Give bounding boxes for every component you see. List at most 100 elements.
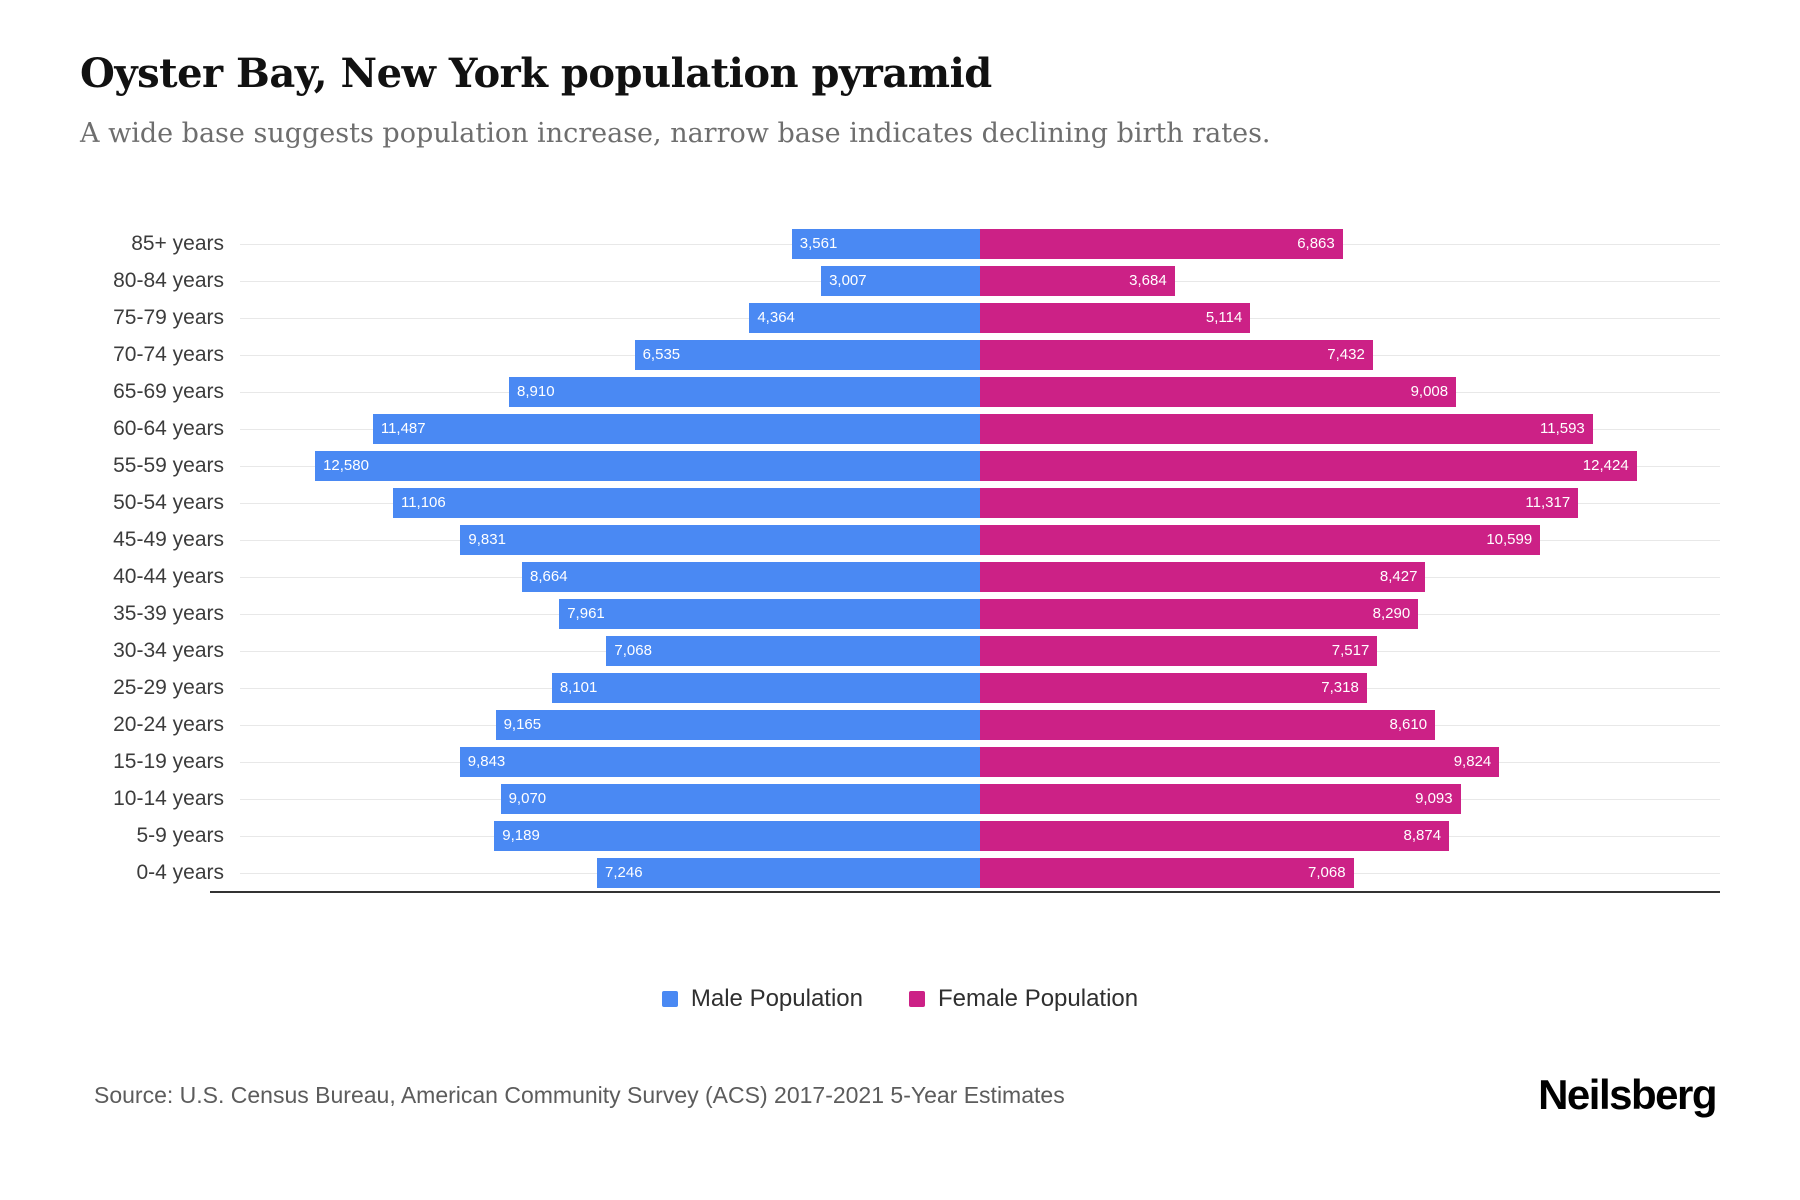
legend-item-female[interactable]: Female Population <box>909 985 1138 1013</box>
pyramid-row: 40-44 years 8,664 8,427 <box>80 558 1720 595</box>
age-group-label: 65-69 years <box>113 379 224 403</box>
male-bar[interactable]: 6,535 <box>634 339 980 370</box>
male-value-label: 8,910 <box>517 383 555 400</box>
pyramid-row: 0-4 years 7,246 7,068 <box>80 854 1720 891</box>
female-bar[interactable]: 9,008 <box>980 376 1457 407</box>
pyramid-row: 50-54 years 11,106 11,317 <box>80 484 1720 521</box>
x-axis-line <box>210 891 1720 893</box>
male-value-label: 12,580 <box>323 457 369 474</box>
female-half: 11,593 <box>980 410 1720 447</box>
pyramid-row: 55-59 years 12,580 12,424 <box>80 447 1720 484</box>
male-bar[interactable]: 3,561 <box>791 228 980 259</box>
male-bar[interactable]: 9,070 <box>500 783 980 814</box>
age-group-label: 55-59 years <box>113 453 224 477</box>
male-bar[interactable]: 8,664 <box>522 561 980 592</box>
age-group-label: 75-79 years <box>113 305 224 329</box>
female-bar[interactable]: 8,874 <box>980 820 1450 851</box>
pyramid-row: 20-24 years 9,165 8,610 <box>80 706 1720 743</box>
male-bar[interactable]: 9,831 <box>460 524 980 555</box>
male-half: 11,106 <box>240 484 980 521</box>
male-half: 8,101 <box>240 669 980 706</box>
page-title: Oyster Bay, New York population pyramid <box>80 50 992 97</box>
male-value-label: 3,561 <box>799 235 838 252</box>
female-bar[interactable]: 10,599 <box>980 524 1541 555</box>
female-half: 8,610 <box>980 706 1720 743</box>
male-bar[interactable]: 9,165 <box>495 709 980 740</box>
male-bar[interactable]: 4,364 <box>749 302 980 333</box>
female-bar[interactable]: 8,610 <box>980 709 1436 740</box>
female-bar[interactable]: 11,317 <box>980 487 1579 518</box>
male-swatch-icon <box>661 991 678 1007</box>
pyramid-row: 65-69 years 8,910 9,008 <box>80 373 1720 410</box>
female-bar[interactable]: 7,517 <box>980 635 1378 666</box>
female-bar[interactable]: 7,068 <box>980 857 1354 888</box>
male-value-label: 9,189 <box>502 827 540 844</box>
pyramid-row: 30-34 years 7,068 7,517 <box>80 632 1720 669</box>
female-bar[interactable]: 9,093 <box>980 783 1461 814</box>
pyramid-row: 70-74 years 6,535 7,432 <box>80 336 1720 373</box>
source-text: Source: U.S. Census Bureau, American Com… <box>94 1081 1065 1108</box>
male-half: 7,961 <box>240 595 980 632</box>
female-value-label: 5,114 <box>1205 309 1243 326</box>
female-value-label: 7,432 <box>1327 346 1365 363</box>
female-half: 3,684 <box>980 262 1720 299</box>
female-bar[interactable]: 8,427 <box>980 561 1426 592</box>
female-value-label: 7,068 <box>1308 864 1346 881</box>
female-bar[interactable]: 7,432 <box>980 339 1373 370</box>
female-bar[interactable]: 11,593 <box>980 413 1593 444</box>
male-value-label: 4,364 <box>757 309 795 326</box>
female-half: 7,068 <box>980 854 1720 891</box>
female-value-label: 11,317 <box>1525 494 1571 511</box>
male-bar[interactable]: 12,580 <box>315 450 980 481</box>
female-bar[interactable]: 8,290 <box>980 598 1419 629</box>
female-value-label: 11,593 <box>1540 420 1585 437</box>
male-half: 9,070 <box>240 780 980 817</box>
male-value-label: 11,106 <box>400 494 446 511</box>
gridline <box>980 280 1720 282</box>
female-bar[interactable]: 12,424 <box>980 450 1637 481</box>
female-value-label: 7,318 <box>1321 679 1359 696</box>
pyramid-row: 35-39 years 7,961 8,290 <box>80 595 1720 632</box>
age-group-label: 85+ years <box>131 231 224 255</box>
gridline <box>980 243 1720 245</box>
age-group-label: 45-49 years <box>113 527 224 551</box>
female-bar[interactable]: 7,318 <box>980 672 1367 703</box>
female-value-label: 8,290 <box>1372 605 1411 622</box>
male-bar[interactable]: 7,246 <box>597 857 980 888</box>
female-bar[interactable]: 5,114 <box>980 302 1251 333</box>
male-bar[interactable]: 7,961 <box>559 598 980 629</box>
male-value-label: 7,961 <box>567 605 605 622</box>
female-value-label: 6,863 <box>1297 235 1335 252</box>
female-bar[interactable]: 9,824 <box>980 746 1500 777</box>
gridline <box>240 243 980 245</box>
female-half: 8,874 <box>980 817 1720 854</box>
male-value-label: 8,101 <box>559 679 598 696</box>
pyramid-row: 80-84 years 3,007 3,684 <box>80 262 1720 299</box>
male-half: 12,580 <box>240 447 980 484</box>
male-half: 9,189 <box>240 817 980 854</box>
pyramid-rows: 85+ years 3,561 6,863 80-84 years 3,007 3,684… <box>80 225 1720 891</box>
age-group-label: 20-24 years <box>113 712 224 736</box>
male-bar[interactable]: 3,007 <box>821 265 980 296</box>
male-bar[interactable]: 8,910 <box>509 376 980 407</box>
gridline <box>980 317 1720 319</box>
age-group-label: 60-64 years <box>113 416 224 440</box>
legend-item-male[interactable]: Male Population <box>661 985 863 1013</box>
pyramid-row: 25-29 years 8,101 7,318 <box>80 669 1720 706</box>
age-group-label: 35-39 years <box>113 601 224 625</box>
footer: Source: U.S. Census Bureau, American Com… <box>80 1071 1720 1119</box>
age-group-label: 40-44 years <box>113 564 224 588</box>
female-half: 9,093 <box>980 780 1720 817</box>
male-bar[interactable]: 9,843 <box>459 746 980 777</box>
male-bar[interactable]: 11,106 <box>392 487 980 518</box>
female-bar[interactable]: 6,863 <box>980 228 1343 259</box>
age-group-label: 50-54 years <box>113 490 224 514</box>
male-bar[interactable]: 11,487 <box>372 413 980 444</box>
male-bar[interactable]: 8,101 <box>551 672 980 703</box>
male-bar[interactable]: 9,189 <box>494 820 980 851</box>
male-value-label: 7,246 <box>605 864 643 881</box>
female-bar[interactable]: 3,684 <box>980 265 1175 296</box>
female-value-label: 8,874 <box>1403 827 1442 844</box>
male-bar[interactable]: 7,068 <box>606 635 980 666</box>
